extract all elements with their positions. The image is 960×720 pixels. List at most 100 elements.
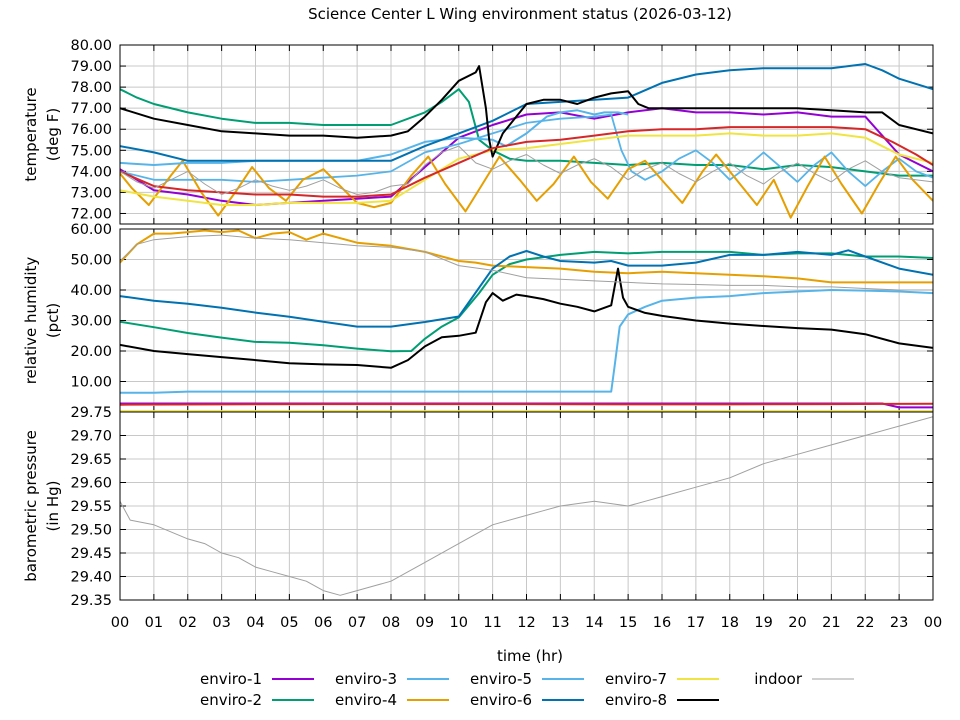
legend-item-enviro-3: enviro-3: [335, 670, 449, 688]
y-tick-label-pressure: 29.35: [70, 593, 112, 609]
x-tick-label: 22: [856, 615, 874, 631]
legend-label: enviro-2: [200, 691, 262, 709]
series-enviro-3-temperature: [120, 113, 933, 188]
legend-label: indoor: [754, 670, 803, 688]
y-tick-label-pressure: 29.75: [70, 405, 112, 421]
y-tick-label-pressure: 29.45: [70, 546, 112, 562]
x-tick-label: 05: [280, 615, 298, 631]
y-tick-label-temperature: 74.00: [70, 164, 112, 180]
y-axis-unit-humidity: (pct): [44, 303, 62, 338]
series-enviro-6-humidity: [120, 249, 933, 328]
y-tick-label-temperature: 80.00: [70, 38, 112, 54]
series-indoor-pressure: [120, 416, 933, 596]
series-enviro-red-humidity: [120, 402, 933, 406]
x-tick-label: 07: [348, 615, 366, 631]
legend-item-enviro-8: enviro-8: [605, 691, 719, 709]
legend-label: enviro-8: [605, 691, 667, 709]
x-axis-label: time (hr): [497, 647, 563, 665]
x-tick-label: 11: [483, 615, 501, 631]
y-tick-label-temperature: 76.00: [70, 122, 112, 138]
series-enviro-4-humidity: [120, 229, 933, 284]
x-tick-label: 17: [687, 615, 705, 631]
y-tick-label-humidity: 30.00: [70, 314, 112, 330]
y-tick-label-temperature: 72.00: [70, 206, 112, 222]
legend-item-enviro-1: enviro-1: [200, 670, 314, 688]
legend-label: enviro-3: [335, 670, 397, 688]
legend-label: enviro-5: [470, 670, 532, 688]
x-tick-label: 04: [246, 615, 264, 631]
x-tick-label: 01: [145, 615, 163, 631]
x-tick-label: 09: [416, 615, 434, 631]
x-tick-label: 13: [551, 615, 569, 631]
x-tick-label: 12: [517, 615, 535, 631]
panel-temperature: 72.00 73.00 74.00 75.00 76.00 77.00 78.00 79.00…: [22, 38, 934, 225]
x-tick-label: 02: [179, 615, 197, 631]
x-tick-label: 00: [111, 615, 129, 631]
legend-item-enviro-2: enviro-2: [200, 691, 314, 709]
y-tick-label-temperature: 78.00: [70, 80, 112, 96]
legend-label: enviro-6: [470, 691, 532, 709]
y-tick-label-humidity: 10.00: [70, 375, 112, 391]
y-tick-label-humidity: 40.00: [70, 283, 112, 299]
legend-item-enviro-6: enviro-6: [470, 691, 584, 709]
y-tick-label-pressure: 29.55: [70, 499, 112, 515]
panel-pressure: 29.35 29.40 29.45 29.50 29.55 29.60 29.65 29.70…: [22, 405, 942, 631]
x-tick-label: 06: [314, 615, 332, 631]
x-tick-label: 16: [653, 615, 671, 631]
series-indoor-humidity: [120, 234, 933, 291]
y-axis-unit-pressure: (in Hg): [44, 481, 62, 532]
series-enviro-8-humidity: [120, 267, 933, 369]
chart-panels: 72.00 73.00 74.00 75.00 76.00 77.00 78.00 79.00…: [22, 38, 942, 631]
x-tick-label: 20: [788, 615, 806, 631]
series-group-temperature: [120, 63, 933, 219]
legend-label: enviro-4: [335, 691, 397, 709]
y-tick-label-pressure: 29.50: [70, 523, 112, 539]
legend-item-indoor: indoor: [754, 670, 854, 688]
series-enviro-4-temperature: [120, 153, 933, 219]
legend-item-enviro-4: enviro-4: [335, 691, 449, 709]
y-axis-label-pressure: barometric pressure: [22, 430, 40, 582]
x-tick-label: 03: [212, 615, 230, 631]
legend-item-enviro-5: enviro-5: [470, 670, 584, 688]
plot-frame-pressure: [119, 411, 934, 601]
plot-frame-temperature: [119, 44, 934, 225]
series-group-humidity: [120, 229, 933, 412]
x-tick-label: 19: [754, 615, 772, 631]
y-tick-label-humidity: 20.00: [70, 344, 112, 360]
y-tick-label-temperature: 73.00: [70, 185, 112, 201]
y-axis-unit-temperature: (deg F): [44, 108, 62, 161]
x-tick-label: 21: [822, 615, 840, 631]
x-tick-label: 15: [619, 615, 637, 631]
y-tick-label-temperature: 79.00: [70, 59, 112, 75]
y-tick-label-pressure: 29.70: [70, 429, 112, 445]
y-tick-label-pressure: 29.65: [70, 452, 112, 468]
series-enviro-3-humidity: [120, 289, 933, 394]
y-tick-label-humidity: 50.00: [70, 253, 112, 269]
series-enviro-7-temperature: [120, 132, 933, 206]
series-enviro-8-temperature: [120, 65, 933, 158]
series-indoor-temperature: [120, 145, 933, 195]
y-tick-label-pressure: 29.60: [70, 476, 112, 492]
series-enviro-red-temperature: [120, 126, 933, 198]
chart-title: Science Center L Wing environment status…: [308, 5, 732, 23]
y-axis-label-humidity: relative humidity: [22, 257, 40, 385]
legend-label: enviro-1: [200, 670, 262, 688]
y-tick-label-temperature: 77.00: [70, 101, 112, 117]
x-tick-label: 10: [450, 615, 468, 631]
y-tick-label-temperature: 75.00: [70, 143, 112, 159]
x-tick-label: 18: [721, 615, 739, 631]
x-tick-label: 14: [585, 615, 603, 631]
series-enviro-5-temperature: [120, 109, 629, 166]
y-axis-label-temperature: temperature: [22, 87, 40, 181]
series-group-pressure: [120, 416, 933, 596]
y-tick-label-humidity: 60.00: [70, 222, 112, 238]
series-enviro-2-temperature: [120, 88, 933, 177]
panel-humidity: 10.00 20.00 30.00 40.00 50.00 60.00 relative h…: [22, 222, 934, 413]
x-tick-label: 23: [890, 615, 908, 631]
y-tick-label-pressure: 29.40: [70, 570, 112, 586]
x-tick-label: 00: [924, 615, 942, 631]
legend-item-enviro-7: enviro-7: [605, 670, 719, 688]
series-enviro-6-temperature: [120, 63, 933, 162]
legend: enviro-1 enviro-2 enviro-3 enviro-4 enviro-5…: [200, 670, 854, 709]
